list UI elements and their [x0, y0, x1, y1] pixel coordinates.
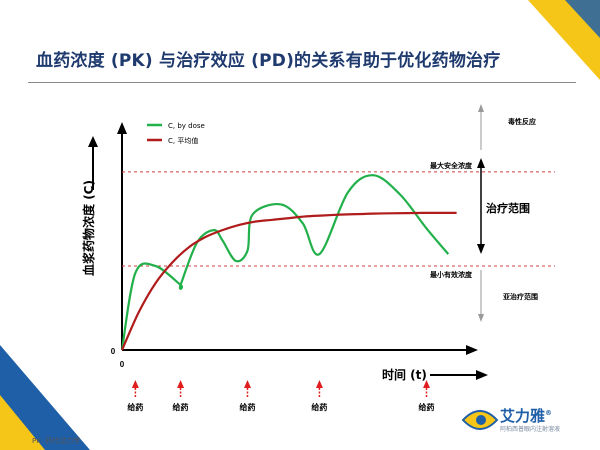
dose-arrowhead-0 [131, 380, 139, 388]
subtherapeutic-zone-label: 亚治疗范围 [503, 292, 538, 301]
threshold-label-1: 最小有效浓度 [430, 270, 473, 279]
logo-name-text: 艾力雅 [500, 407, 546, 425]
series-line-0 [120, 174, 450, 351]
series-line-1 [120, 211, 457, 351]
logo-subtitle: 阿柏西普眼内注射溶液 [500, 426, 561, 433]
legend-label-avg: C, 平均值 [168, 136, 198, 145]
footer-note: PK: 药代动力学 [32, 437, 81, 445]
dose-label-2: 给药 [239, 402, 255, 412]
logo-name: 艾力雅® [500, 405, 552, 426]
y-axis-title-arrowhead [88, 136, 98, 147]
logo-pupil-icon [476, 415, 486, 425]
dose-arrowhead-4 [423, 380, 431, 388]
logo-registered-mark: ® [545, 409, 553, 417]
top-right-yellow-accent [528, 0, 600, 80]
dose-arrowhead-3 [315, 380, 323, 388]
x-origin-label: 0 [120, 360, 125, 369]
toxic-zone-arrowhead [478, 104, 484, 112]
y-axis-arrowhead [117, 122, 127, 134]
threshold-label-0: 最大安全浓度 [430, 161, 473, 170]
dose-label-3: 给药 [311, 402, 327, 412]
therapeutic-zone-label: 治疗范围 [486, 201, 530, 215]
slide-title: 血药浓度 (PK) 与治疗效应 (PD)的关系有助于优化药物治疗 [36, 51, 501, 71]
y-origin-label: 0 [111, 347, 116, 356]
bottom-left-yellow-accent [0, 395, 45, 450]
dose-arrowhead-1 [177, 380, 185, 388]
title-divider [28, 82, 576, 83]
subtherapeutic-zone-arrowhead [478, 314, 484, 322]
x-axis-title-arrowhead [476, 370, 488, 380]
therapeutic-range-arrowhead-bottom [477, 244, 485, 254]
therapeutic-range-arrowhead-top [477, 158, 485, 168]
dose-label-4: 给药 [419, 402, 435, 412]
dose-arrowhead-2 [243, 380, 251, 388]
top-right-blue-accent [565, 0, 600, 38]
toxic-zone-label: 毒性反应 [508, 117, 536, 126]
x-axis-title: 时间 (t) [382, 367, 427, 382]
dose-label-0: 给药 [127, 402, 143, 412]
y-axis-title: 血浆药物浓度 (C) [81, 180, 96, 276]
legend-label-dose: C, by dose [168, 122, 205, 130]
dose-label-1: 给药 [173, 402, 189, 412]
x-axis-arrowhead [466, 345, 478, 355]
